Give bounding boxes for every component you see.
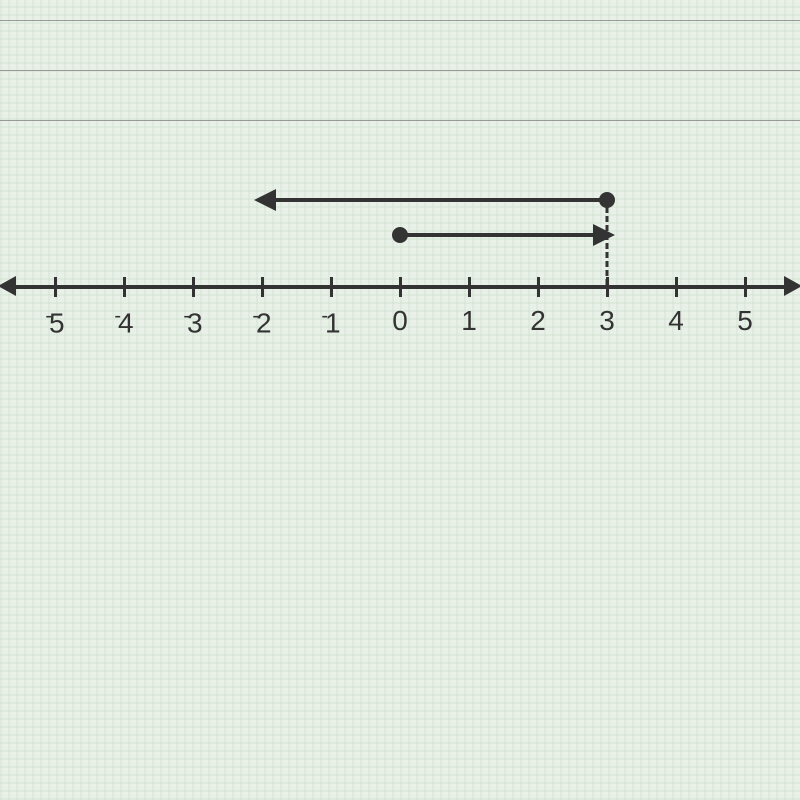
number-line-diagram: -5 -4 -3 -2 -1 0 1 2 3 4 5 <box>0 155 800 355</box>
tick <box>261 277 264 297</box>
axis-arrow-left-icon <box>0 276 16 296</box>
header-rule-3 <box>0 120 800 121</box>
tick <box>399 277 402 297</box>
tick-label: 2 <box>530 305 546 337</box>
header-rule-2 <box>0 70 800 71</box>
tick <box>675 277 678 297</box>
tick-label: 3 <box>599 305 615 337</box>
tick-label: -5 <box>45 305 64 339</box>
lower-arrow-head-icon <box>593 224 615 246</box>
tick <box>54 277 57 297</box>
upper-arrow-line <box>272 198 607 202</box>
tick-label: 1 <box>461 305 477 337</box>
tick-label: 5 <box>737 305 753 337</box>
lower-arrow-dot-icon <box>392 227 408 243</box>
tick <box>537 277 540 297</box>
tick <box>744 277 747 297</box>
tick <box>123 277 126 297</box>
tick-label: -2 <box>252 305 271 339</box>
dashed-connector <box>606 207 609 285</box>
tick-label: 0 <box>392 305 408 337</box>
tick <box>330 277 333 297</box>
lower-arrow-line <box>400 233 593 237</box>
tick-label: 4 <box>668 305 684 337</box>
axis-arrow-right-icon <box>784 276 800 296</box>
tick-label: -1 <box>321 305 340 339</box>
upper-arrow-head-icon <box>254 189 276 211</box>
upper-arrow-dot-icon <box>599 192 615 208</box>
tick <box>468 277 471 297</box>
tick-label: -3 <box>183 305 202 339</box>
tick-label: -4 <box>114 305 133 339</box>
header-rule-1 <box>0 20 800 21</box>
tick <box>192 277 195 297</box>
